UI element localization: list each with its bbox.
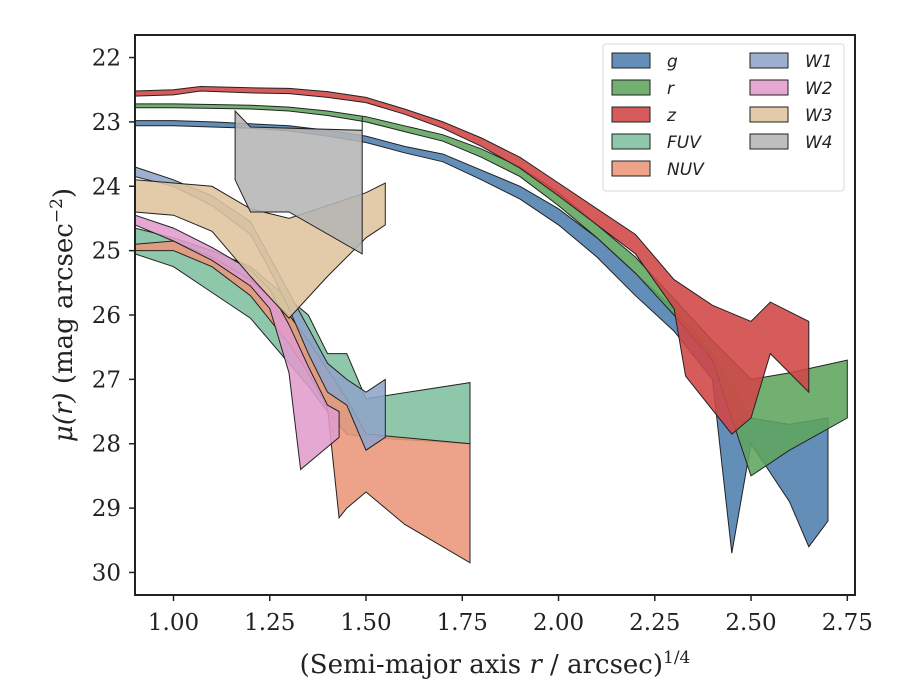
y-tick-label: 22	[92, 46, 121, 72]
y-tick-label: 25	[92, 239, 121, 265]
y-tick-label: 27	[92, 367, 121, 393]
y-tick-label: 26	[92, 303, 121, 329]
x-tick-label: 1.75	[437, 610, 488, 636]
x-axis-ticks: 1.00 1.25 1.50 1.75 2.00 2.25 2.50 2.75	[148, 595, 873, 636]
legend-swatch-NUV	[611, 160, 651, 177]
x-axis-label: (Semi-major axis r / arcsec)1/4	[300, 648, 691, 680]
legend-swatch-W3	[749, 106, 789, 123]
y-tick-label: 29	[92, 496, 121, 522]
x-tick-label: 2.50	[725, 610, 776, 636]
legend-swatch-FUV	[611, 133, 651, 150]
y-axis-label: μ(r) (mag arcsec−2)	[47, 188, 79, 442]
legend-label-NUV: NUV	[667, 160, 705, 180]
band-r	[134, 103, 848, 477]
legend-swatch-z	[611, 106, 651, 123]
legend-swatch-W1	[749, 52, 789, 69]
band-z	[134, 85, 810, 435]
legend-label-FUV: FUV	[667, 133, 702, 153]
y-tick-label: 28	[92, 432, 121, 458]
x-tick-label: 2.00	[533, 610, 584, 636]
legend-swatch-g	[611, 52, 651, 69]
series-bands	[134, 85, 848, 564]
y-tick-label: 24	[92, 174, 121, 200]
legend-label-W4: W4	[805, 133, 833, 153]
legend-swatch-W4	[749, 133, 789, 150]
x-tick-label: 2.25	[629, 610, 680, 636]
x-tick-label: 1.50	[340, 610, 391, 636]
legend-label-W2: W2	[805, 79, 833, 99]
x-tick-label: 1.25	[244, 610, 295, 636]
legend-label-W1: W1	[805, 52, 833, 72]
x-tick-label: 2.75	[822, 610, 873, 636]
legend-label-r: r	[667, 79, 675, 99]
legend-label-g: g	[667, 52, 678, 72]
y-axis-ticks: 22 23 24 25 26 27 28 29 30	[92, 46, 135, 586]
legend-swatch-W2	[749, 79, 789, 96]
legend-swatch-r	[611, 79, 651, 96]
legend-label-W3: W3	[805, 106, 833, 126]
y-tick-label: 30	[92, 560, 121, 586]
y-tick-label: 23	[92, 110, 121, 136]
legend-label-z: z	[666, 106, 677, 126]
band-W4	[234, 109, 363, 255]
x-tick-label: 1.00	[148, 610, 199, 636]
legend: grz FUV NUV W1 W2 W3 W4	[602, 43, 845, 192]
